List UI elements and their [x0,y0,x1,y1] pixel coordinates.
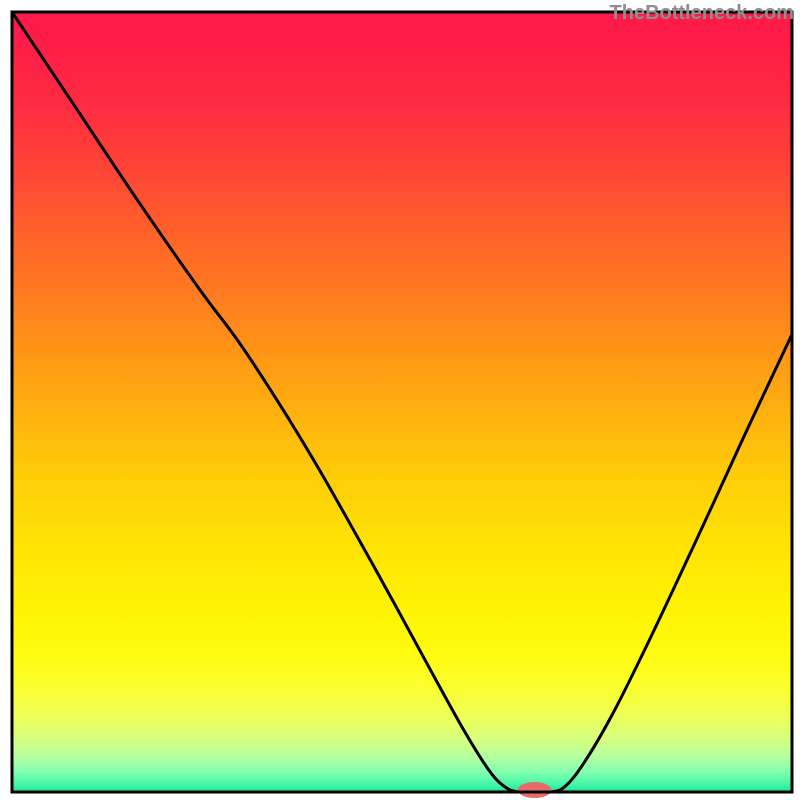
watermark-text: TheBottleneck.com [610,2,794,25]
chart-svg [0,0,800,800]
chart-canvas: TheBottleneck.com [0,0,800,800]
gradient-background [12,12,792,792]
optimum-marker [518,782,552,798]
